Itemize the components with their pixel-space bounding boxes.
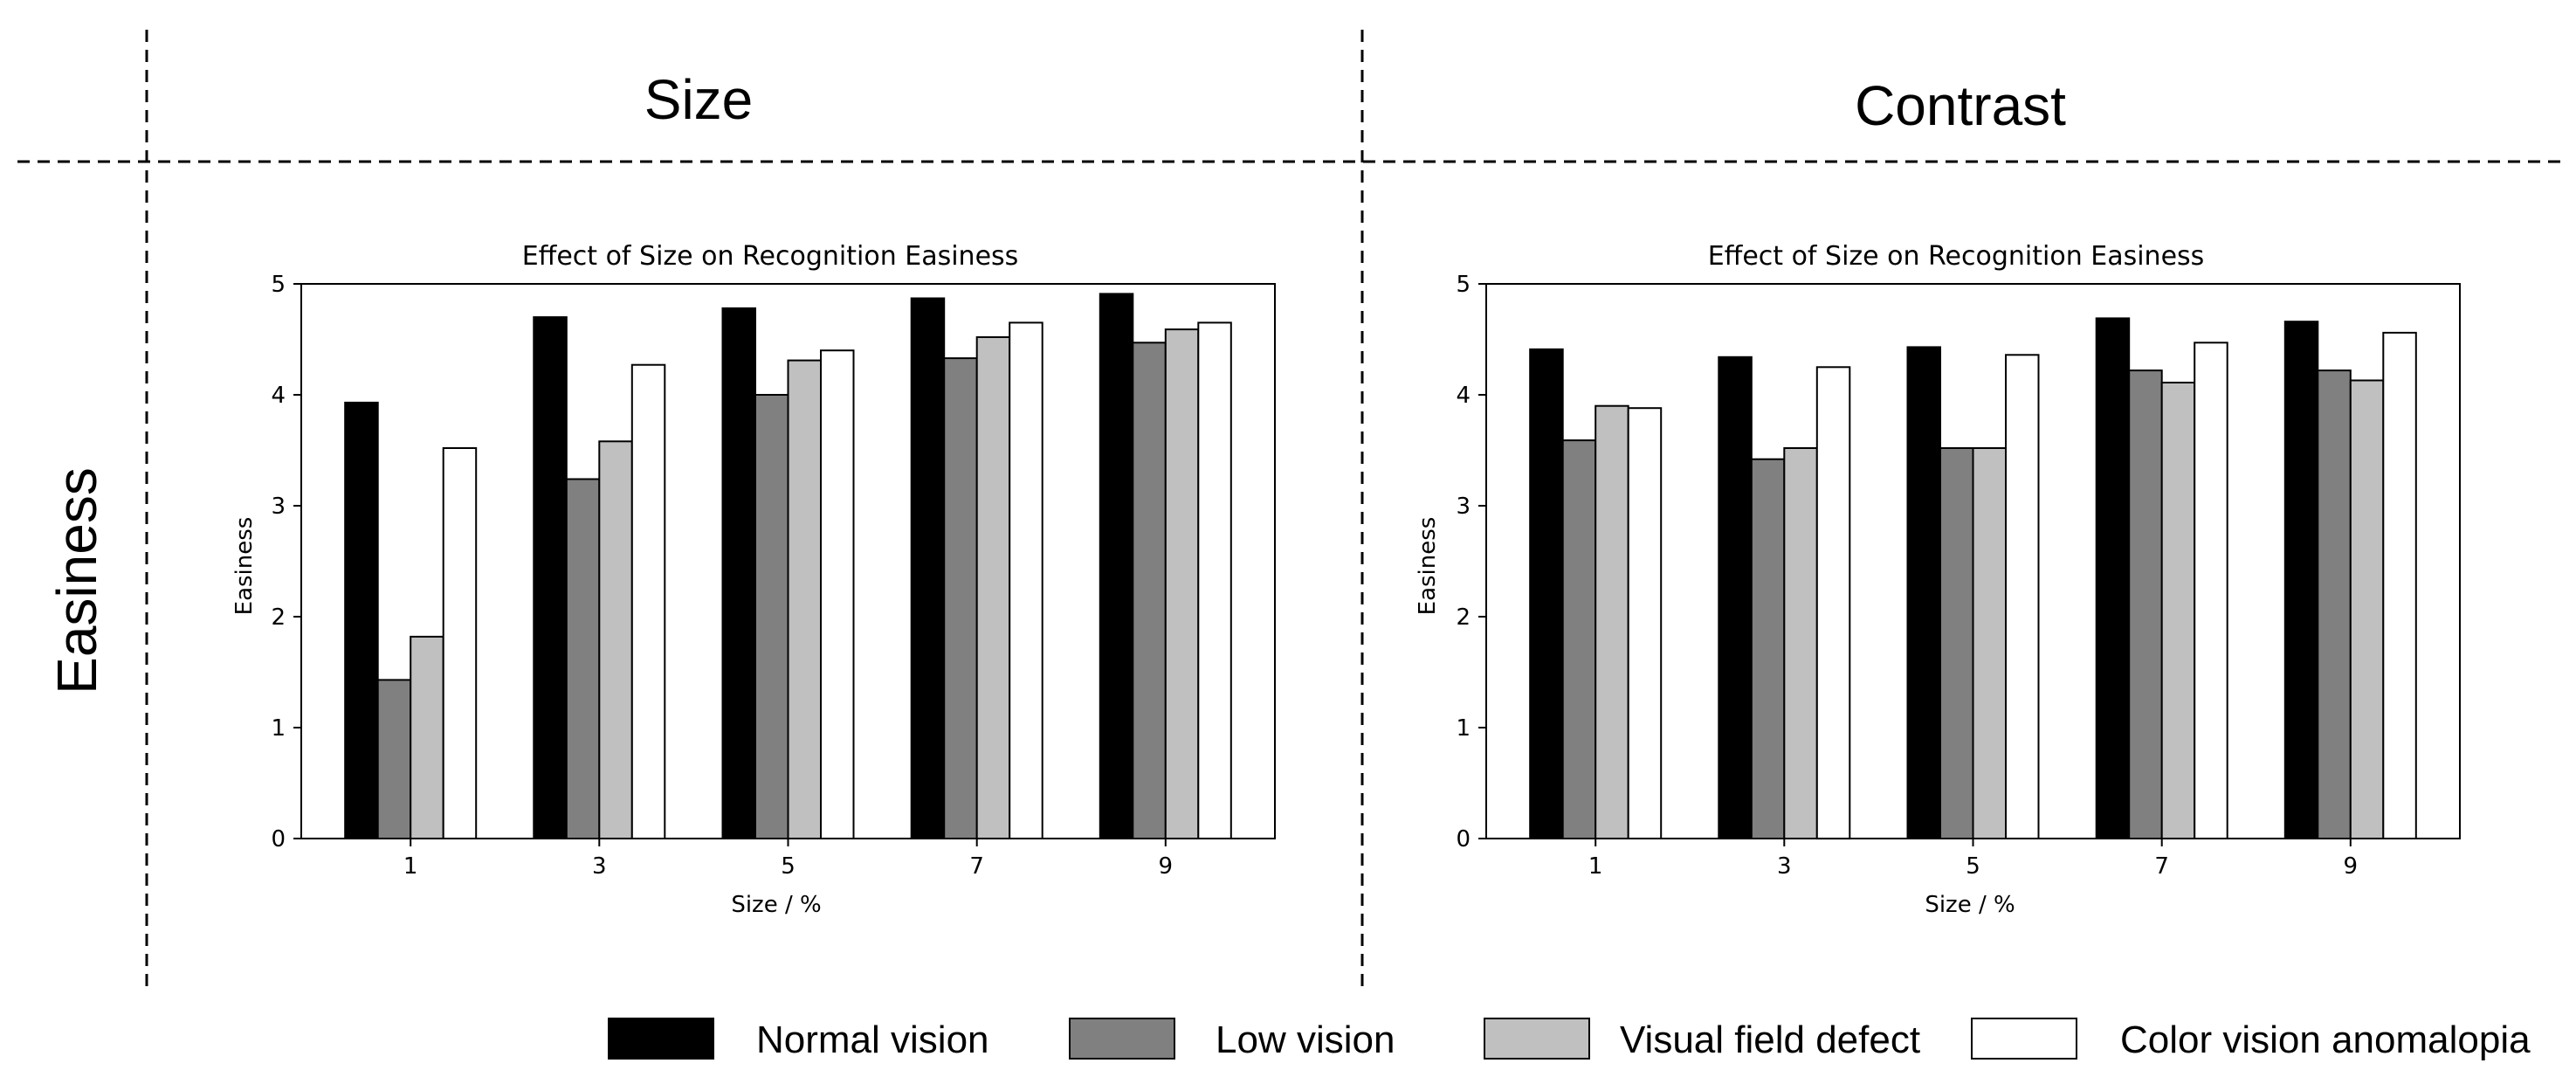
bar-color-vision-anomalopia-size-1 (442, 447, 478, 839)
bar-normal-vision-size-9 (1099, 293, 1134, 839)
bar-low-vision-size-5 (754, 394, 789, 839)
y-tick-label: 5 (271, 272, 286, 298)
bar-visual-field-defect-size-7 (975, 336, 1011, 839)
column-header-contrast: Contrast (1855, 74, 2066, 137)
bar-normal-vision-size-5 (1906, 346, 1941, 839)
legend-swatch-normal-vision (608, 1018, 714, 1060)
plot-frame (300, 283, 1276, 839)
bar-low-vision-size-5 (1939, 447, 1974, 839)
x-tick-label: 1 (1588, 853, 1603, 880)
legend-label-visual-field-defect: Visual field defect (1620, 1018, 1920, 1061)
y-tick-label: 1 (271, 715, 286, 742)
bar-normal-vision-size-7 (2095, 317, 2131, 839)
bar-normal-vision-size-3 (1718, 356, 1753, 839)
y-axis-label: Easiness (231, 517, 258, 616)
legend: Normal vision Low vision Visual field de… (608, 1018, 2531, 1061)
x-tick-label: 3 (1777, 853, 1792, 880)
bar-visual-field-defect-size-5 (787, 359, 822, 840)
bar-visual-field-defect-size-3 (598, 440, 633, 839)
y-tick-label: 0 (1456, 826, 1471, 853)
x-tick-label: 7 (969, 853, 984, 880)
x-tick-label: 3 (592, 853, 607, 880)
y-tick-label: 4 (271, 383, 286, 409)
y-axis-label: Easiness (1415, 517, 1441, 616)
bar-low-vision-size-9 (2317, 369, 2352, 840)
x-axis-label: Size / % (1925, 892, 2015, 918)
x-tick-label: 5 (781, 853, 796, 880)
column-header-size: Size (644, 68, 754, 131)
bar-low-vision-size-7 (2128, 369, 2163, 840)
bar-visual-field-defect-size-3 (1783, 447, 1818, 839)
bar-group (344, 293, 1232, 840)
bar-color-vision-anomalopia-size-5 (2005, 354, 2040, 839)
x-tick-label: 9 (1159, 853, 1174, 880)
bar-low-vision-size-9 (1132, 342, 1167, 839)
bar-normal-vision-size-9 (2283, 321, 2319, 839)
chart-title: Effect of Size on Recognition Easiness (1708, 241, 2205, 272)
bar-low-vision-size-1 (376, 679, 412, 840)
legend-swatch-low-vision (1069, 1018, 1175, 1060)
x-tick-label: 9 (2344, 853, 2359, 880)
bar-low-vision-size-1 (1561, 439, 1597, 839)
bar-visual-field-defect-size-9 (2349, 379, 2385, 839)
bar-group (1529, 317, 2417, 840)
chart-size-easiness: Effect of Size on Recognition Easiness E… (231, 241, 1276, 918)
chart-contrast-easiness: Effect of Size on Recognition Easiness E… (1415, 241, 2461, 918)
y-tick-label: 2 (1456, 604, 1471, 631)
bar-color-vision-anomalopia-size-7 (1009, 321, 1043, 839)
y-tick-label: 1 (1456, 715, 1471, 742)
bar-color-vision-anomalopia-size-3 (630, 363, 666, 839)
bar-color-vision-anomalopia-size-3 (1815, 366, 1851, 840)
bar-color-vision-anomalopia-size-9 (1197, 321, 1232, 839)
y-tick-label: 4 (1456, 383, 1471, 409)
bar-visual-field-defect-size-5 (1972, 447, 2007, 839)
row-label-easiness: Easiness (45, 467, 108, 694)
bar-normal-vision-size-5 (721, 307, 756, 839)
y-tick-label: 2 (271, 604, 286, 631)
plot-frame (1485, 283, 2461, 839)
bar-color-vision-anomalopia-size-7 (2194, 342, 2228, 839)
bar-low-vision-size-3 (1750, 458, 1786, 839)
bar-low-vision-size-3 (565, 478, 601, 839)
bar-visual-field-defect-size-7 (2160, 382, 2196, 839)
bar-normal-vision-size-1 (1529, 348, 1564, 839)
y-tick-label: 3 (1456, 494, 1471, 520)
legend-swatch-visual-field-defect (1484, 1018, 1590, 1060)
y-tick-label: 5 (1456, 272, 1471, 298)
bar-color-vision-anomalopia-size-9 (2382, 331, 2417, 839)
legend-label-normal-vision: Normal vision (756, 1018, 989, 1061)
bar-low-vision-size-7 (943, 357, 978, 840)
chart-title: Effect of Size on Recognition Easiness (522, 241, 1019, 272)
bar-normal-vision-size-3 (533, 316, 568, 840)
legend-swatch-color-vision-anomalopia (1971, 1018, 2077, 1060)
legend-label-low-vision: Low vision (1216, 1018, 1395, 1061)
bar-normal-vision-size-7 (910, 297, 946, 839)
bar-normal-vision-size-1 (344, 401, 379, 839)
x-tick-label: 7 (2154, 853, 2169, 880)
bar-color-vision-anomalopia-size-1 (1627, 407, 1663, 839)
bar-visual-field-defect-size-1 (410, 635, 444, 840)
x-axis-label: Size / % (731, 892, 821, 918)
tick-group: 1 3 5 7 9 0 1 2 3 4 5 (271, 272, 1173, 880)
x-tick-label: 1 (403, 853, 418, 880)
bar-color-vision-anomalopia-size-5 (820, 349, 855, 839)
bar-visual-field-defect-size-1 (1595, 404, 1629, 839)
y-tick-label: 0 (271, 826, 286, 853)
x-tick-label: 5 (1966, 853, 1980, 880)
y-tick-label: 3 (271, 494, 286, 520)
legend-label-color-vision-anomalopia: Color vision anomalopia (2120, 1018, 2531, 1061)
bar-visual-field-defect-size-9 (1164, 328, 1200, 840)
tick-group: 1 3 5 7 9 0 1 2 3 4 5 (1456, 272, 2358, 880)
